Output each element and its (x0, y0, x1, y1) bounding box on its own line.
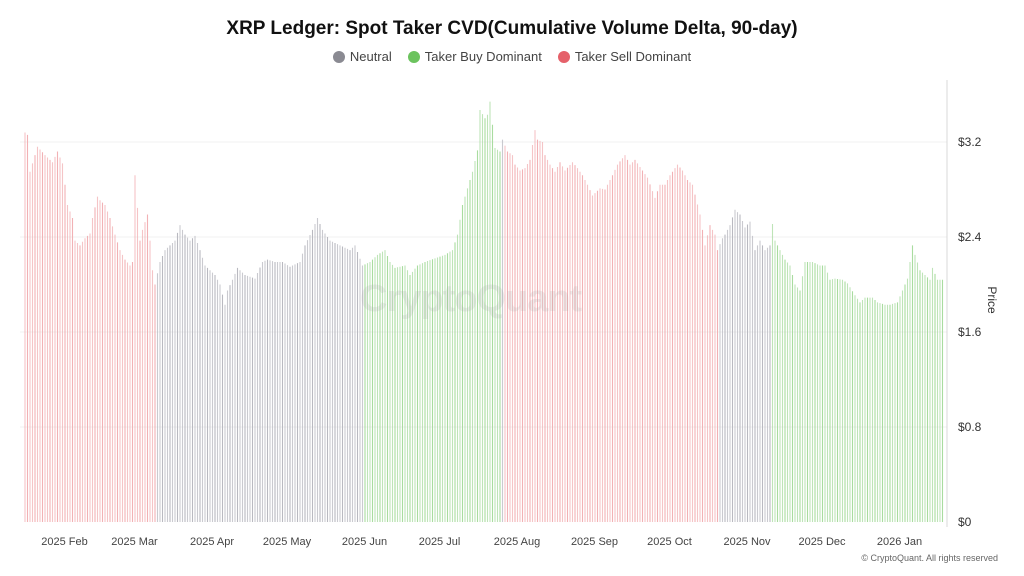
y-tick-label: $0 (958, 515, 972, 529)
legend-dot-sell (557, 50, 570, 63)
x-tick-label: 2025 Nov (723, 536, 771, 548)
y-tick-label: $1.6 (958, 325, 982, 339)
y-tick-label: $0.8 (958, 420, 982, 434)
legend-dot-neutral (332, 50, 345, 63)
y-axis-label: Price (985, 286, 999, 314)
legend-label: Neutral (349, 49, 392, 64)
x-tick-label: 2025 Oct (647, 536, 692, 548)
chart-title: XRP Ledger: Spot Taker CVD(Cumulative Vo… (226, 18, 798, 39)
x-tick-label: 2025 Jun (342, 536, 387, 548)
y-tick-label: $2.4 (958, 230, 982, 244)
x-tick-label: 2025 Sep (571, 536, 618, 548)
x-tick-label: 2026 Jan (877, 536, 922, 548)
x-tick-label: 2025 May (263, 536, 312, 548)
legend-item-sell[interactable]: Taker Sell Dominant (557, 49, 692, 64)
x-tick-label: 2025 Aug (494, 536, 541, 548)
y-tick-label: $3.2 (958, 135, 982, 149)
copyright: © CryptoQuant. All rights reserved (861, 553, 998, 563)
legend: Neutral Taker Buy Dominant Taker Sell Do… (0, 49, 1024, 64)
x-tick-label: 2025 Feb (41, 536, 87, 548)
legend-item-neutral[interactable]: Neutral (332, 49, 392, 64)
x-tick-label: 2025 Dec (798, 536, 846, 548)
legend-item-buy[interactable]: Taker Buy Dominant (407, 49, 542, 64)
legend-dot-buy (407, 50, 420, 63)
legend-label: Taker Buy Dominant (424, 49, 542, 64)
watermark: CryptoQuant (360, 278, 582, 320)
x-tick-label: 2025 Jul (419, 536, 461, 548)
legend-label: Taker Sell Dominant (574, 49, 692, 64)
x-tick-label: 2025 Mar (111, 536, 158, 548)
x-tick-label: 2025 Apr (190, 536, 234, 548)
